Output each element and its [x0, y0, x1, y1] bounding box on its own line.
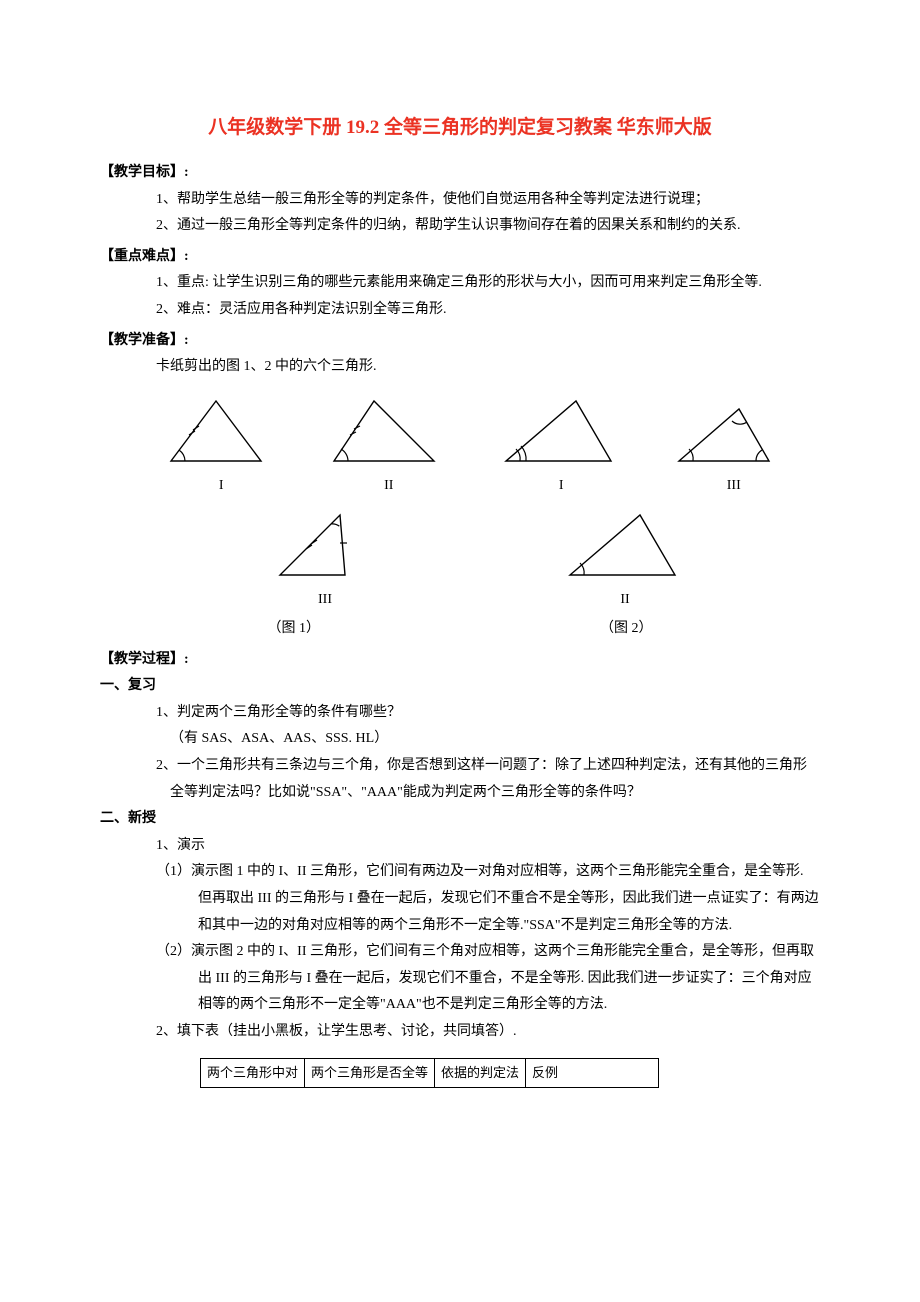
diff-item-1: 1、重点: 让学生识别三角的哪些元素能用来确定三角形的形状与大小，因而可用来判定… [100, 270, 820, 297]
page-title: 八年级数学下册 19.2 全等三角形的判定复习教案 华东师大版 [100, 110, 820, 146]
triangle-icon [669, 391, 799, 471]
fig-label: I [161, 473, 281, 500]
new-1: 1、演示 [100, 833, 820, 860]
new-1a: （1）演示图 1 中的 I、II 三角形，它们间有两边及一对角对应相等，这两个三… [100, 859, 820, 939]
figures-row-1: I II I III [140, 391, 820, 500]
review-q1: 1、判定两个三角形全等的条件有哪些？ [100, 700, 820, 727]
triangle-icon [496, 391, 626, 471]
triangle-icon [270, 505, 380, 585]
fig-label: II [560, 587, 690, 614]
section-difficulty-label: 【重点难点】: [100, 244, 820, 271]
new-heading: 二、新授 [100, 806, 820, 833]
fig-label: III [270, 587, 380, 614]
fig-label: II [324, 473, 454, 500]
new-1b: （2）演示图 2 中的 I、II 三角形，它们间有三个角对应相等，这两个三角形能… [100, 939, 820, 1019]
review-a1: （有 SAS、ASA、AAS、SSS. HL） [100, 726, 820, 753]
goal-item-2: 2、通过一般三角形全等判定条件的归纳，帮助学生认识事物间存在着的因果关系和制约的… [100, 213, 820, 240]
figures-row-2: III II [140, 505, 820, 614]
table-header-cell: 两个三角形中对 [201, 1058, 305, 1088]
section-goal-label: 【教学目标】: [100, 160, 820, 187]
figure-captions: （图 1） （图 2） [100, 616, 820, 643]
review-q2: 2、一个三角形共有三条边与三个角，你是否想到这样一问题了：除了上述四种判定法，还… [100, 753, 820, 806]
section-prep-label: 【教学准备】: [100, 328, 820, 355]
review-heading: 一、复习 [100, 673, 820, 700]
table-header-cell: 反例 [526, 1058, 659, 1088]
triangle-fig1-I: I [161, 391, 281, 500]
table-header-cell: 两个三角形是否全等 [305, 1058, 435, 1088]
table-header-cell: 依据的判定法 [435, 1058, 526, 1088]
table-row: 两个三角形中对 两个三角形是否全等 依据的判定法 反例 [201, 1058, 659, 1088]
fig-label: III [669, 473, 799, 500]
fig2-caption: （图 2） [600, 616, 653, 643]
diff-item-2: 2、难点：灵活应用各种判定法识别全等三角形. [100, 297, 820, 324]
triangle-icon [161, 391, 281, 471]
prep-text: 卡纸剪出的图 1、2 中的六个三角形. [100, 354, 820, 381]
goal-item-1: 1、帮助学生总结一般三角形全等的判定条件，使他们自觉运用各种全等判定法进行说理； [100, 187, 820, 214]
section-process-label: 【教学过程】: [100, 647, 820, 674]
fig1-caption: （图 1） [268, 616, 321, 643]
triangle-fig1-III: III [270, 505, 380, 614]
triangle-fig2-II: II [560, 505, 690, 614]
triangle-fig1-II: II [324, 391, 454, 500]
triangle-icon [324, 391, 454, 471]
summary-table: 两个三角形中对 两个三角形是否全等 依据的判定法 反例 [200, 1058, 659, 1089]
triangle-fig2-I: I [496, 391, 626, 500]
triangle-fig2-III: III [669, 391, 799, 500]
fig-label: I [496, 473, 626, 500]
new-2: 2、填下表（挂出小黑板，让学生思考、讨论，共同填答）. [100, 1019, 820, 1046]
triangle-icon [560, 505, 690, 585]
